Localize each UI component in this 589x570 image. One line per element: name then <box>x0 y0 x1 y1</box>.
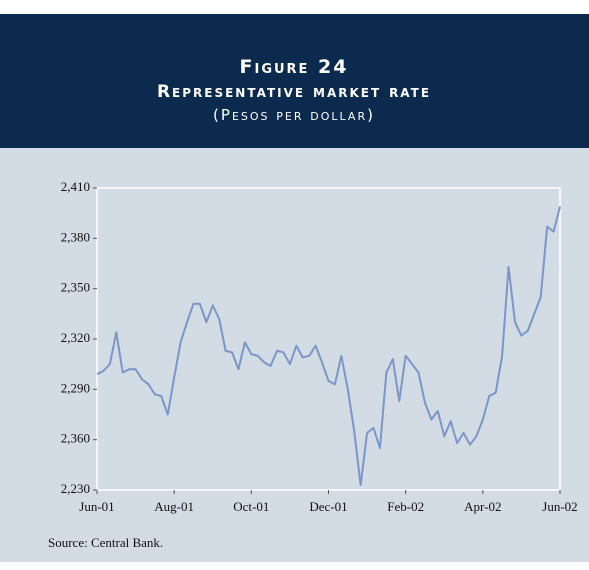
plot-area: 2,230 2,360 2,290 2,320 2,350 2,380 2,410 Jun-0… <box>61 179 578 514</box>
chart-title: Representative market rate <box>157 82 431 102</box>
y-tick-label: 2,320 <box>61 330 90 345</box>
rate-line <box>96 206 561 486</box>
y-tick-label: 2,290 <box>61 380 90 395</box>
x-tick-label: Dec-01 <box>309 499 347 514</box>
x-tick-label: Apr-02 <box>464 499 501 514</box>
y-tick-label: 2,380 <box>61 229 90 244</box>
header-band <box>0 14 589 148</box>
chart-panel <box>0 148 589 562</box>
chart-subtitle: (Pesos per dollar) <box>213 106 375 124</box>
y-tick-label: 2,350 <box>61 280 90 295</box>
x-tick-label: Oct-01 <box>233 499 269 514</box>
x-tick-label: Jun-01 <box>79 499 114 514</box>
y-tick-label: 2,410 <box>61 179 90 194</box>
x-tick-label: Aug-01 <box>154 499 194 514</box>
x-tick-label: Feb-02 <box>387 499 424 514</box>
source-note: Source: Central Bank. <box>48 535 163 550</box>
y-tick-label: 2,230 <box>61 481 90 496</box>
y-tick-label: 2,360 <box>61 431 90 446</box>
figure-label: Figure 24 <box>240 56 349 78</box>
x-tick-label: Jun-02 <box>542 499 577 514</box>
